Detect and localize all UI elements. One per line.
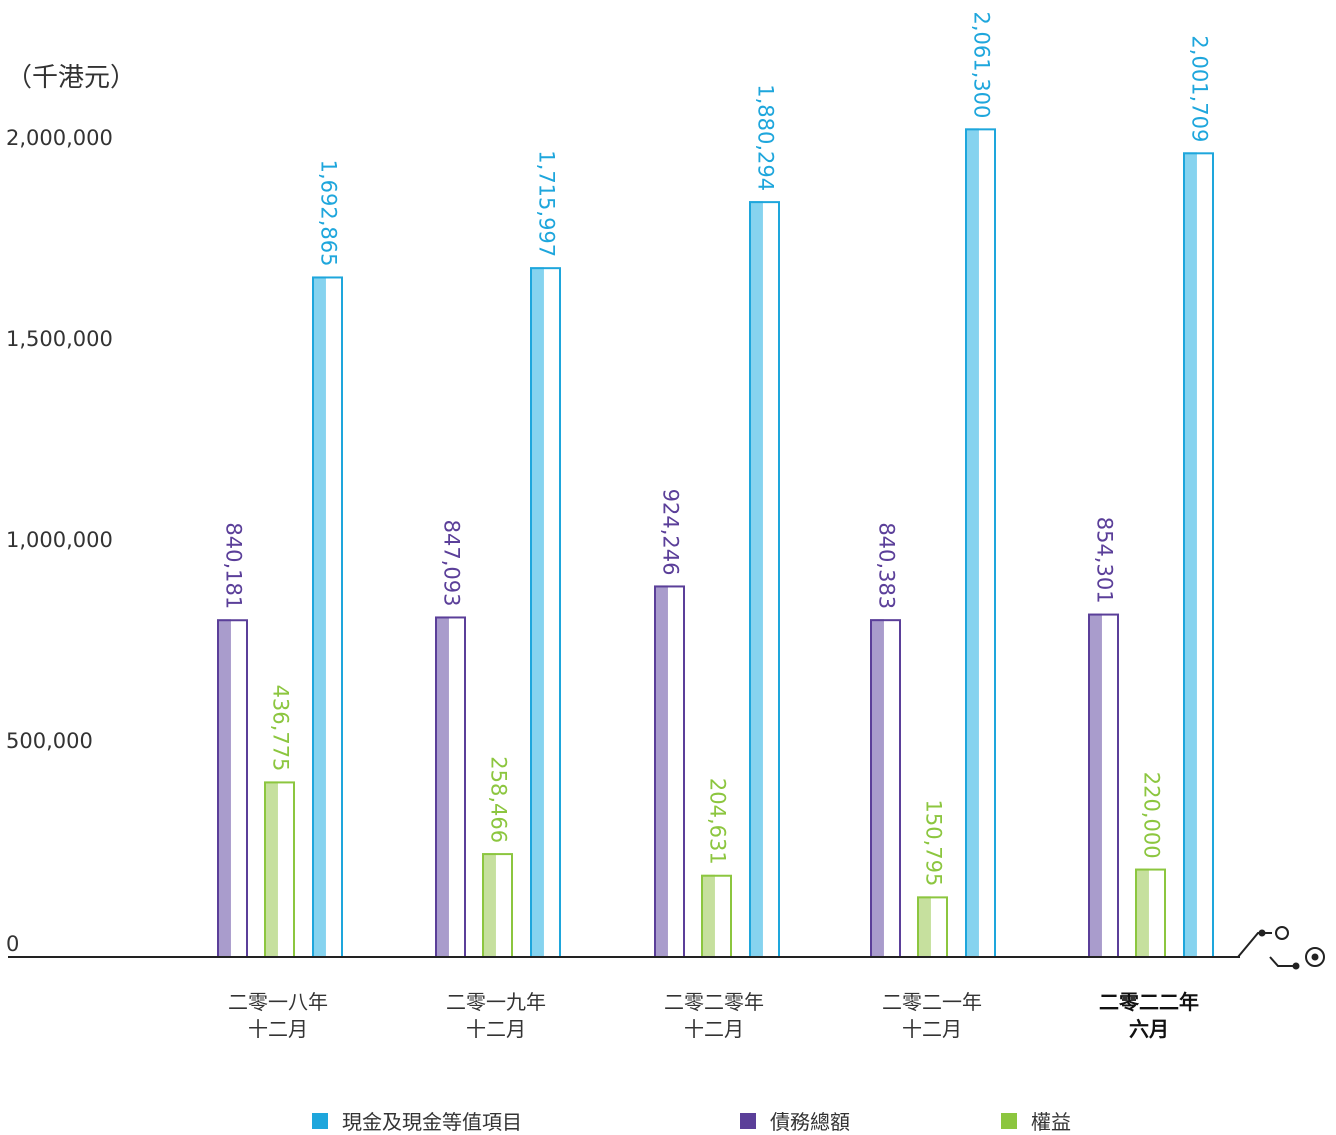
bar-debt [1088, 613, 1119, 958]
data-label: 2,001,709 [1188, 35, 1212, 142]
data-label: 1,692,865 [317, 160, 341, 267]
category-label-line1: 二零一八年 [228, 990, 328, 1014]
legend-item-cash: 現金及現金等值項目 [312, 1106, 522, 1135]
bar-debt [435, 616, 466, 958]
bar-equity [917, 896, 948, 959]
category-label-line1: 二零二一年 [882, 990, 982, 1014]
bar-equity [701, 874, 732, 959]
category-label-line2: 十二月 [902, 1017, 962, 1041]
data-label: 2,061,300 [970, 11, 994, 118]
y-tick-label: 1,500,000 [6, 327, 113, 351]
category-label-line1: 二零一九年 [446, 990, 546, 1014]
data-label: 924,246 [659, 489, 683, 576]
data-label: 854,301 [1093, 517, 1117, 604]
bar-cash [1183, 152, 1214, 958]
bar-cash [312, 276, 343, 958]
bar-cash [965, 128, 996, 958]
category-label-line2: 十二月 [248, 1017, 308, 1041]
legend-item-equity: 權益 [1001, 1106, 1071, 1135]
legend-swatch [1001, 1112, 1017, 1129]
data-labels: 840,181 847,093 924,246 840,383 854,301 436,7… [222, 11, 1212, 886]
category-label-line1: 二零二零年 [664, 990, 764, 1014]
bar-cash [749, 201, 780, 958]
legend-label: 現金及現金等值項目 [342, 1110, 522, 1134]
data-label: 840,181 [222, 522, 246, 609]
legend-item-debt: 債務總額 [740, 1106, 850, 1135]
data-label: 220,000 [1140, 772, 1164, 859]
y-axis-ticks: 0 500,000 1,000,000 1,500,000 2,000,000 [6, 126, 113, 956]
y-tick-label: 500,000 [6, 729, 93, 753]
y-tick-label: 1,000,000 [6, 528, 113, 552]
data-label: 436,775 [269, 685, 293, 772]
bar-debt [870, 619, 901, 958]
bars [217, 128, 1214, 959]
data-label: 1,715,997 [535, 150, 559, 257]
bar-equity [482, 853, 513, 959]
legend-swatch [312, 1112, 328, 1129]
data-label: 847,093 [440, 520, 464, 607]
category-label-line2: 六月 [1129, 1017, 1169, 1041]
legend-label: 債務總額 [770, 1110, 850, 1134]
y-tick-label: 2,000,000 [6, 126, 113, 150]
bar-debt [654, 585, 685, 959]
data-label: 204,631 [706, 778, 730, 865]
category-label-line1: 二零二二年 [1099, 990, 1199, 1014]
category-label-line2: 十二月 [684, 1017, 744, 1041]
unit-label: （千港元） [6, 63, 136, 93]
data-label: 1,880,294 [754, 84, 778, 191]
data-label: 150,795 [922, 800, 946, 887]
bar-cash [530, 267, 561, 959]
category-label-line2: 十二月 [466, 1017, 526, 1041]
legend-label: 權益 [1031, 1110, 1071, 1134]
data-label: 840,383 [875, 522, 899, 609]
bar-equity [264, 781, 295, 958]
y-tick-label: 0 [6, 932, 19, 956]
legend-swatch [740, 1112, 756, 1129]
data-label: 258,466 [487, 756, 511, 843]
bar-equity [1135, 868, 1166, 958]
connector-icon [1237, 926, 1325, 970]
bar-debt [217, 619, 248, 959]
